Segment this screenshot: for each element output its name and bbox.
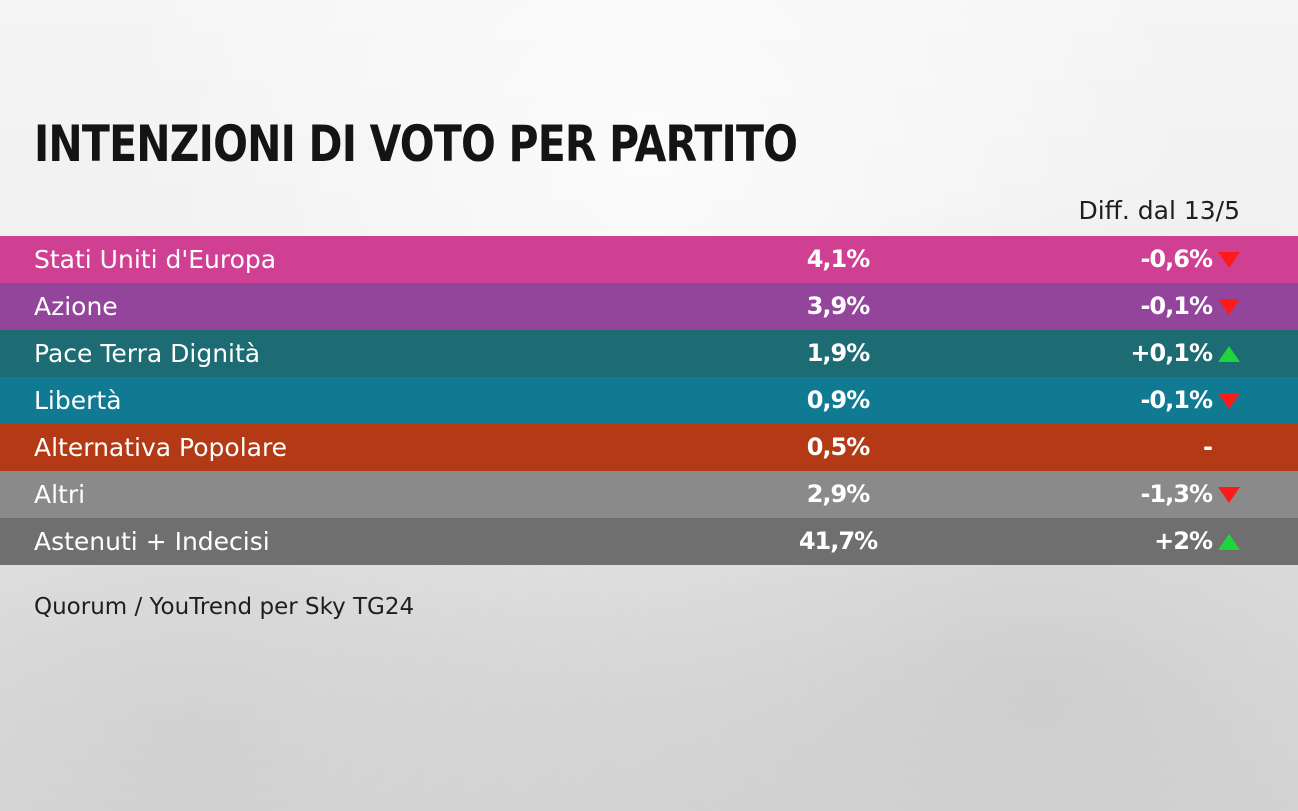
party-diff: -0,1%	[1140, 377, 1240, 424]
party-name: Astenuti + Indecisi	[34, 527, 270, 556]
diff-value: -0,1%	[1140, 386, 1213, 414]
party-name: Stati Uniti d'Europa	[34, 245, 277, 274]
party-diff: -1,3%	[1140, 471, 1240, 518]
table-row: Stati Uniti d'Europa 4,1% -0,6%	[0, 236, 1298, 283]
chart-title: INTENZIONI DI VOTO PER PARTITO	[34, 115, 798, 173]
trend-down-icon	[1218, 251, 1240, 268]
table-row: Pace Terra Dignità 1,9% +0,1%	[0, 330, 1298, 377]
party-value: 0,5%	[806, 433, 871, 461]
party-value: 2,9%	[806, 480, 871, 508]
diff-value: +0,1%	[1130, 339, 1213, 367]
trend-down-icon	[1218, 392, 1240, 409]
diff-value: +2%	[1154, 527, 1213, 555]
table-row: Libertà 0,9% -0,1%	[0, 377, 1298, 424]
table-row: Altri 2,9% -1,3%	[0, 471, 1298, 518]
party-value: 3,9%	[806, 292, 871, 320]
party-name: Azione	[34, 292, 118, 321]
trend-down-icon	[1218, 486, 1240, 503]
party-diff: -0,1%	[1140, 283, 1240, 330]
diff-column-header: Diff. dal 13/5	[1078, 196, 1240, 225]
party-value: 0,9%	[806, 386, 871, 414]
party-name: Alternativa Popolare	[34, 433, 288, 462]
party-diff: -	[1203, 424, 1240, 471]
poll-table: Stati Uniti d'Europa 4,1% -0,6% Azione 3,9% -…	[0, 236, 1298, 565]
party-diff: +2%	[1154, 518, 1240, 565]
party-value: 1,9%	[806, 339, 871, 367]
table-row: Astenuti + Indecisi 41,7% +2%	[0, 518, 1298, 565]
trend-down-icon	[1218, 298, 1240, 315]
party-diff: +0,1%	[1130, 330, 1240, 377]
source-credit: Quorum / YouTrend per Sky TG24	[34, 594, 415, 620]
party-name: Altri	[34, 480, 86, 509]
party-value: 41,7%	[798, 527, 878, 555]
diff-value: -	[1203, 433, 1213, 461]
table-row: Azione 3,9% -0,1%	[0, 283, 1298, 330]
party-diff: -0,6%	[1140, 236, 1240, 283]
diff-value: -0,6%	[1140, 245, 1213, 273]
trend-up-icon	[1218, 533, 1240, 550]
diff-value: -0,1%	[1140, 292, 1213, 320]
party-name: Pace Terra Dignità	[34, 339, 261, 368]
trend-up-icon	[1218, 345, 1240, 362]
party-value: 4,1%	[806, 245, 871, 273]
diff-value: -1,3%	[1140, 480, 1213, 508]
party-name: Libertà	[34, 386, 122, 415]
table-row: Alternativa Popolare 0,5% -	[0, 424, 1298, 471]
